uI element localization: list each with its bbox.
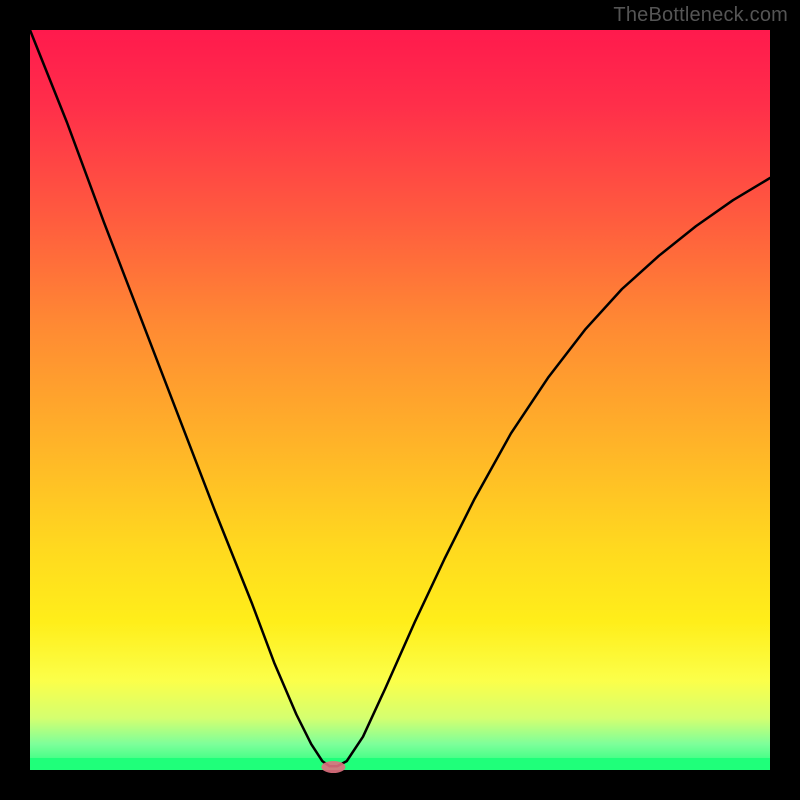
watermark-text: TheBottleneck.com xyxy=(613,4,788,27)
chart-background xyxy=(30,30,770,770)
optimal-marker xyxy=(321,761,345,773)
chart-baseline-strip xyxy=(30,758,770,770)
bottleneck-chart xyxy=(0,0,800,800)
chart-svg xyxy=(0,0,800,800)
